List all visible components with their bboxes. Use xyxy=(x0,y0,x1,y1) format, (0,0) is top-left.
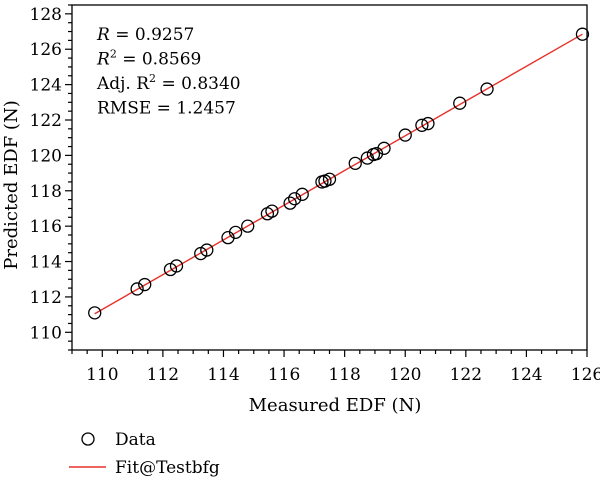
x-axis-label: Measured EDF (N) xyxy=(249,395,422,416)
data-point xyxy=(88,306,102,320)
x-tick-label: 110 xyxy=(86,365,118,385)
x-tick-label: 122 xyxy=(450,365,482,385)
stat-line: RMSE = 1.2457 xyxy=(97,99,236,119)
data-point xyxy=(265,204,279,218)
y-axis-ticks: 110 112 114 116 118 120 122 124 126 128 xyxy=(30,4,72,351)
y-tick-label: 112 xyxy=(30,288,62,308)
data-point xyxy=(348,156,362,171)
data-point xyxy=(453,96,467,110)
stat-line: Adj. R2 = 0.8340 xyxy=(96,72,241,94)
data-point xyxy=(421,116,435,131)
y-axis-label: Predicted EDF (N) xyxy=(1,100,22,269)
y-tick-label: 118 xyxy=(30,182,62,202)
data-point xyxy=(241,219,255,233)
y-tick-label: 126 xyxy=(30,40,62,60)
stat-line: R2 = 0.8569 xyxy=(96,48,201,70)
y-tick-label: 120 xyxy=(30,146,62,166)
legend-fit-label: Fit@Testbfg xyxy=(115,458,220,478)
data-point xyxy=(260,207,275,221)
x-tick-label: 114 xyxy=(207,365,239,385)
x-axis-ticks: 110 112 114 116 118 120 122 124 126 xyxy=(71,350,600,385)
legend: Data Fit@Testbfg xyxy=(69,430,220,478)
data-point xyxy=(130,282,144,296)
data-point xyxy=(480,82,494,96)
data-point xyxy=(200,243,214,257)
data-point xyxy=(138,277,152,292)
x-tick-label: 124 xyxy=(510,365,542,385)
data-point xyxy=(169,259,184,273)
x-tick-label: 112 xyxy=(147,365,179,385)
x-tick-label: 120 xyxy=(389,365,421,385)
data-point xyxy=(295,187,309,201)
x-tick-label: 116 xyxy=(268,365,300,385)
data-point xyxy=(228,225,243,240)
legend-data-marker xyxy=(81,432,95,446)
legend-data-label: Data xyxy=(115,430,156,450)
y-tick-label: 110 xyxy=(30,323,62,343)
y-tick-label: 122 xyxy=(30,111,62,131)
y-tick-label: 114 xyxy=(30,253,62,273)
data-point xyxy=(575,27,590,41)
y-tick-label: 124 xyxy=(30,76,62,96)
x-tick-label: 126 xyxy=(571,365,600,385)
data-point xyxy=(415,118,429,132)
y-tick-label: 116 xyxy=(30,217,62,237)
data-point xyxy=(322,172,337,186)
data-point xyxy=(288,192,302,206)
stat-line: R = 0.9257 xyxy=(96,25,194,45)
data-point xyxy=(283,196,297,210)
x-tick-label: 118 xyxy=(328,365,360,385)
data-points-layer xyxy=(88,27,590,320)
data-point xyxy=(398,128,412,142)
y-tick-label: 128 xyxy=(30,5,62,25)
data-point xyxy=(377,141,391,155)
